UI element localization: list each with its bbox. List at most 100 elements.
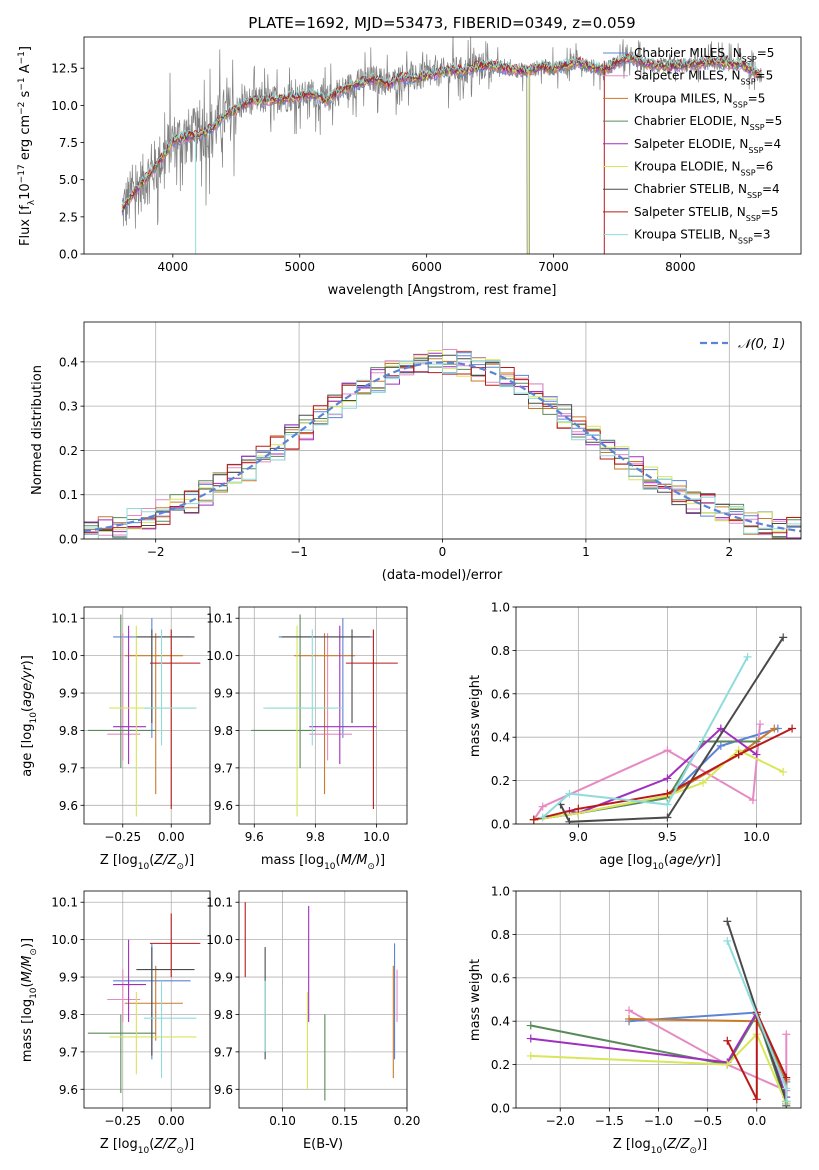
- weight-marker: [723, 1036, 732, 1045]
- x-tick-label: −1.0: [644, 1114, 673, 1128]
- weight-marker: [756, 720, 765, 729]
- x-tick-label: 0.00: [158, 1114, 185, 1128]
- errorbar-point: [124, 633, 183, 795]
- y-tick-label: 0.2: [491, 774, 510, 788]
- y-tick-label: 9.9: [214, 687, 233, 701]
- histogram-series: [84, 354, 801, 538]
- axes-frame: [238, 606, 408, 825]
- axes-age_weight: 9.0 9.5 10.0 0.0 0.2 0.4 0.6 0.8 1.0: [491, 601, 802, 844]
- weight-marker: [770, 724, 779, 733]
- weight-marker: [723, 936, 732, 945]
- x-tick-label: 4000: [158, 260, 189, 274]
- x-tick-label: −0.25: [104, 830, 141, 844]
- y-tick-label: 9.8: [59, 724, 78, 738]
- y-tick-label: 0.0: [59, 248, 78, 262]
- y-tick-label: 9.7: [214, 1045, 233, 1059]
- weight-marker: [782, 1030, 791, 1039]
- x-tick-label: 0.15: [331, 1114, 358, 1128]
- errorbar-point: [87, 614, 156, 768]
- errorbar-point: [124, 965, 183, 1041]
- y-tick-label: 5.0: [59, 173, 78, 187]
- y-tick-label: 9.9: [214, 971, 233, 985]
- errorbar-point: [107, 633, 141, 761]
- axis-label: age [log10(age/yr)]: [599, 853, 721, 872]
- weight-marker: [723, 1060, 732, 1069]
- weight-line: [532, 724, 761, 821]
- weight-marker: [625, 1015, 634, 1024]
- y-axis-label: mass weight: [468, 959, 483, 1041]
- errorbar-point: [345, 629, 398, 810]
- errorbar-point: [309, 625, 377, 765]
- x-tick-label: 1: [582, 545, 590, 559]
- weight-series: [556, 633, 788, 824]
- y-axis-label: mass weight: [468, 675, 483, 757]
- axes-residuals: −2 −1 0 1 2 0.0 0.1 0.2 0.3 0.4: [59, 321, 802, 559]
- legend-entry: Salpeter MILES, NSSP=5: [634, 69, 773, 87]
- histogram-series: [84, 352, 801, 539]
- weight-series: [529, 724, 782, 824]
- y-tick-label: 9.6: [214, 799, 233, 813]
- axes-frame: [83, 36, 802, 255]
- weight-marker: [782, 1097, 791, 1106]
- errorbar-point: [144, 980, 197, 1079]
- legend-entry: Chabrier MILES, NSSP=5: [634, 46, 774, 64]
- weight-marker: [743, 652, 752, 661]
- x-tick-label: −1.5: [595, 1114, 624, 1128]
- y-tick-label: 0.8: [491, 928, 510, 942]
- weight-marker: [723, 917, 732, 926]
- weight-marker: [574, 804, 583, 813]
- weight-series: [538, 652, 752, 822]
- y-tick-label: 10.0: [206, 933, 233, 947]
- y-tick-label: 9.8: [214, 1008, 233, 1022]
- weight-marker: [779, 767, 788, 776]
- weight-marker: [526, 1051, 535, 1060]
- y-tick-label: 9.6: [59, 1083, 78, 1097]
- weight-marker: [734, 750, 743, 759]
- errorbar-point: [144, 629, 197, 746]
- y-tick-label: 9.6: [214, 1083, 233, 1097]
- axis-label: age [log10(age/yr)]: [20, 655, 39, 777]
- errorbar-point: [149, 913, 201, 978]
- x-tick-label: 9.0: [569, 830, 588, 844]
- errorbar-point: [149, 629, 201, 810]
- errorbar-point: [113, 625, 147, 765]
- weight-marker: [538, 802, 547, 811]
- weight-marker: [748, 796, 757, 805]
- weight-marker: [699, 778, 708, 787]
- x-axis-label: wavelength [Angstrom, rest frame]: [328, 283, 557, 298]
- legend-entry: Salpeter ELODIE, NSSP=4: [634, 137, 781, 155]
- errorbar-point: [251, 614, 316, 768]
- errorbar-point: [107, 969, 141, 1022]
- y-tick-label: 2.5: [59, 210, 78, 224]
- spectrum-model-line: [121, 52, 763, 208]
- y-tick-label: 9.6: [59, 799, 78, 813]
- y-tick-label: 0.2: [491, 1058, 510, 1072]
- plot-area: [84, 349, 801, 539]
- legend-entry: 𝒩(0, 1): [738, 337, 785, 352]
- weight-marker: [529, 815, 538, 824]
- weight-marker: [625, 1006, 634, 1015]
- x-tick-label: 5000: [284, 260, 315, 274]
- histogram-series: [97, 350, 801, 539]
- x-tick-label: −0.5: [693, 1114, 722, 1128]
- y-tick-label: 10.0: [51, 99, 78, 113]
- y-tick-label: 9.9: [59, 971, 78, 985]
- plot-area: [526, 917, 791, 1108]
- axis-label: Z [log10(Z/Z⊙)]: [100, 853, 194, 872]
- errorbar-point: [309, 633, 353, 761]
- x-tick-label: 0.00: [158, 830, 185, 844]
- y-tick-label: 10.0: [51, 649, 78, 663]
- weight-line: [726, 1012, 788, 1100]
- y-tick-label: 0.0: [491, 1102, 510, 1116]
- y-tick-label: 0.8: [491, 644, 510, 658]
- y-tick-label: 0.3: [59, 400, 78, 414]
- legend-entry: Salpeter STELIB, NSSP=5: [634, 205, 778, 223]
- y-tick-label: 10.0: [51, 933, 78, 947]
- axes-z_age: −0.25 0.00 9.6 9.7 9.8 9.9 10.0 10.1: [51, 606, 211, 844]
- y-axis-label: Normed distribution: [30, 365, 45, 495]
- x-tick-label: 0.0: [747, 1114, 766, 1128]
- plot-area: [529, 633, 797, 824]
- weight-line: [559, 636, 785, 823]
- axes-frame: [515, 890, 802, 1109]
